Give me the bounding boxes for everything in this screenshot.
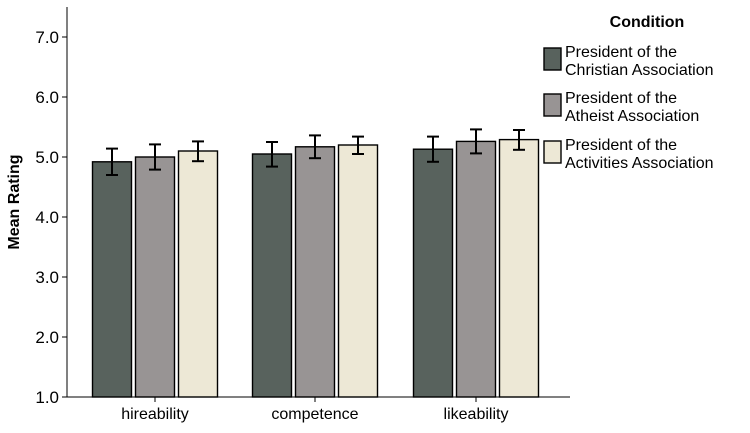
y-tick-label: 3.0	[35, 268, 59, 287]
y-tick-label: 2.0	[35, 328, 59, 347]
legend-label: President of the	[565, 44, 677, 61]
legend-title: Condition	[610, 14, 685, 31]
bar	[412, 148, 454, 398]
legend-label: President of the	[565, 90, 677, 107]
legend-swatch	[543, 93, 562, 117]
x-tick-label: competence	[271, 406, 358, 423]
bar	[134, 156, 176, 398]
bar	[91, 161, 133, 398]
legend-label: President of the	[565, 137, 677, 154]
axes: 1.0 2.0 3.0 4.0 5.0 6.0 7.0 Mean Rating hireabil…	[6, 7, 570, 423]
y-tick-label: 5.0	[35, 148, 59, 167]
x-tick-label: likeability	[444, 406, 509, 423]
bar	[251, 153, 293, 398]
y-tick-label: 4.0	[35, 208, 59, 227]
bar	[294, 146, 336, 398]
x-tick-label: hireability	[121, 406, 189, 423]
bar	[177, 150, 219, 398]
legend-label: Christian Association	[565, 62, 714, 79]
legend-label: Activities Association	[565, 155, 714, 172]
y-axis-title: Mean Rating	[6, 154, 23, 249]
bar	[455, 140, 497, 398]
bar	[337, 144, 379, 398]
error-bars	[106, 128, 525, 176]
bar	[498, 138, 540, 398]
y-tick-label: 1.0	[35, 388, 59, 407]
legend-label: Atheist Association	[565, 108, 699, 125]
legend-swatch	[543, 47, 562, 71]
bars	[91, 138, 540, 398]
legend-swatch	[543, 140, 562, 164]
y-tick-label: 7.0	[35, 28, 59, 47]
y-tick-label: 6.0	[35, 88, 59, 107]
